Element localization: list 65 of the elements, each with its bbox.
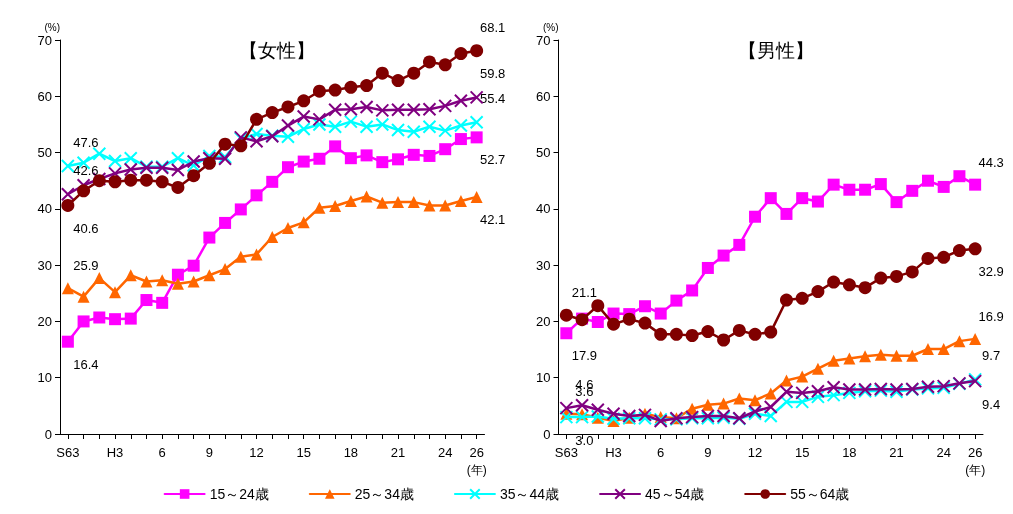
- chart-title: 【女性】: [239, 40, 316, 61]
- x-tick-label: 12: [249, 445, 264, 460]
- y-tick-label: 70: [37, 32, 52, 48]
- y-tick-label: 70: [536, 32, 551, 48]
- data-label: 32.9: [978, 264, 1004, 280]
- y-tick-label: 20: [536, 313, 551, 329]
- x-tick-label: 6: [158, 445, 166, 460]
- y-tick-label: 0: [543, 426, 551, 442]
- y-tick-label: 20: [37, 313, 52, 329]
- data-label: 3.0: [575, 433, 594, 449]
- legend-label: 45～54歳: [645, 486, 705, 502]
- data-label: 9.7: [982, 348, 1001, 364]
- y-tick-label: 60: [37, 88, 52, 104]
- x-tick-label: 21: [390, 445, 406, 460]
- y-tick-label: 40: [37, 201, 52, 217]
- y-tick-label: 60: [536, 88, 551, 104]
- x-tick-label: 18: [842, 445, 857, 460]
- x-tick-label: 15: [794, 445, 810, 460]
- x-tick-label: 18: [343, 445, 359, 460]
- data-label: 59.8: [479, 66, 506, 82]
- data-label: 52.7: [479, 152, 506, 168]
- x-tick-label: S63: [56, 445, 80, 460]
- x-tick-label: H3: [106, 445, 124, 460]
- x-axis-title: (年): [466, 463, 487, 477]
- x-tick-label: 9: [704, 445, 712, 460]
- data-label: 42.1: [479, 212, 506, 228]
- chart-title: 【男性】: [737, 40, 814, 61]
- data-label: 9.4: [982, 397, 1001, 413]
- data-label: 17.9: [571, 348, 598, 364]
- x-tick-label: 24: [437, 445, 453, 460]
- x-tick-label: 15: [296, 445, 311, 460]
- data-label: 16.9: [978, 308, 1004, 324]
- legend-label: 25～34歳: [354, 486, 414, 502]
- x-tick-label: 26: [967, 445, 983, 460]
- x-tick-label: 21: [889, 445, 904, 460]
- data-label: 47.6: [73, 135, 99, 151]
- y-tick-label: 10: [37, 370, 52, 386]
- y-axis-title: (%): [542, 21, 559, 33]
- x-tick-label: 6: [657, 445, 665, 460]
- y-tick-label: 50: [37, 145, 52, 161]
- legend-label: 15～24歳: [209, 486, 269, 502]
- x-tick-label: 24: [936, 445, 951, 460]
- x-tick-label: 12: [747, 445, 763, 460]
- data-label: 44.3: [978, 154, 1004, 170]
- x-tick-label: H3: [605, 445, 622, 460]
- y-tick-label: 30: [37, 257, 52, 273]
- x-tick-label: S63: [554, 445, 578, 460]
- y-tick-label: 40: [536, 201, 551, 217]
- x-tick-label: 26: [469, 445, 484, 460]
- legend-label: 55～64歳: [790, 486, 850, 502]
- data-label: 55.4: [479, 91, 506, 107]
- legend-label: 35～44歳: [499, 486, 560, 502]
- y-tick-label: 0: [44, 426, 52, 442]
- data-label: 21.1: [571, 284, 598, 300]
- data-label: 25.9: [73, 258, 99, 274]
- data-label: 68.1: [479, 20, 506, 36]
- x-axis-title: (年): [965, 463, 986, 477]
- data-label: 40.6: [73, 220, 99, 236]
- y-tick-label: 30: [536, 257, 551, 273]
- y-axis-title: (%): [44, 21, 60, 33]
- data-label: 42.6: [73, 163, 99, 179]
- x-tick-label: 9: [205, 445, 213, 460]
- data-label: 16.4: [73, 356, 99, 372]
- y-tick-label: 50: [536, 145, 551, 161]
- y-tick-label: 10: [536, 370, 551, 386]
